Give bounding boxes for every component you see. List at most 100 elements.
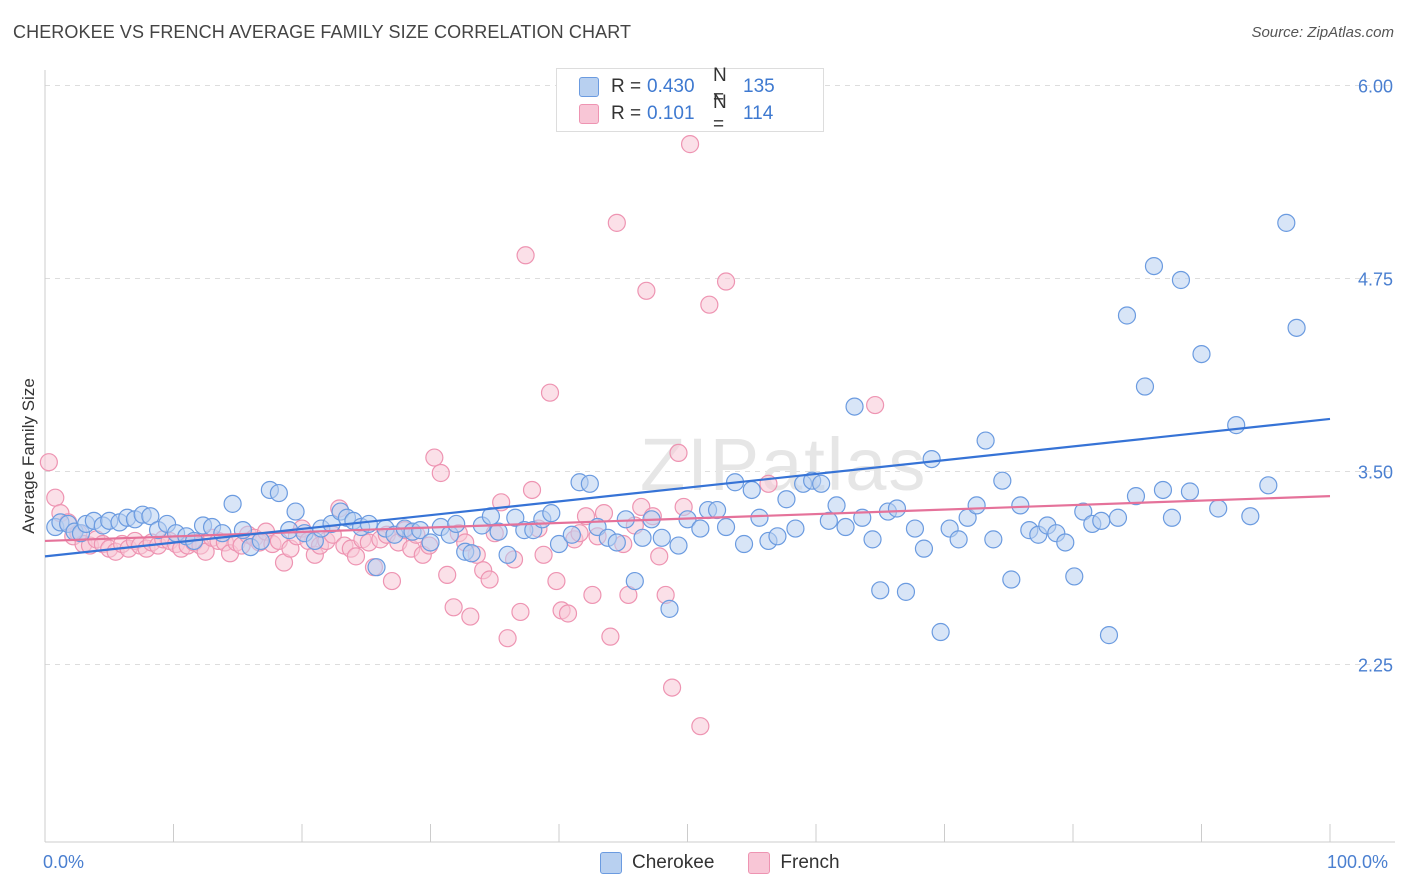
x-tick-label-max: 100.0%: [1327, 852, 1389, 872]
cherokee-point: [1135, 377, 1155, 396]
french-r-value: 0.101: [647, 103, 695, 124]
cherokee-point: [1002, 570, 1021, 589]
cherokee-point: [1180, 482, 1200, 501]
y-tick-label: 6.00: [1358, 76, 1393, 96]
trend-lines: [44, 417, 1331, 558]
gridlines: [45, 84, 1395, 665]
cherokee-point: [542, 504, 561, 523]
french-swatch: [579, 104, 599, 124]
cherokee-point: [498, 545, 517, 564]
cherokee-point: [1209, 499, 1228, 518]
cherokee-point: [949, 530, 968, 549]
cherokee-point: [462, 544, 481, 563]
cherokee-point: [1241, 507, 1260, 526]
cherokee-point: [1277, 213, 1296, 232]
french-point: [480, 570, 499, 589]
cherokee-point: [269, 483, 288, 503]
french-point: [547, 571, 566, 591]
r-label: R =: [611, 76, 642, 97]
french-n-value: 114: [743, 103, 774, 124]
cherokee-point: [141, 507, 160, 526]
french-point: [534, 545, 553, 564]
french-point: [669, 443, 688, 463]
cherokee-n-value: 135: [743, 76, 775, 97]
cherokee-point: [1227, 416, 1246, 435]
french-legend-swatch: [748, 852, 771, 874]
cherokee-point: [716, 517, 736, 537]
cherokee-point: [447, 514, 466, 534]
cherokee-point: [707, 500, 727, 520]
cherokee-point: [922, 449, 941, 469]
french-point: [576, 507, 596, 526]
french-point: [691, 717, 710, 736]
french-point: [346, 547, 366, 566]
cherokee-point: [359, 514, 378, 534]
french-point: [866, 395, 885, 415]
legend-item-french[interactable]: French: [748, 852, 840, 874]
cherokee-point: [1153, 480, 1173, 500]
cherokee-point: [786, 519, 805, 538]
legend-row-cherokee: R = 0.430 N = 135: [579, 65, 775, 108]
y-tick-label: 4.75: [1358, 269, 1393, 289]
legend-row-french: R = 0.101 N = 114: [579, 92, 774, 135]
chart-title: CHEROKEE VS FRENCH AVERAGE FAMILY SIZE C…: [13, 22, 632, 42]
cherokee-point: [768, 527, 787, 546]
french-point: [382, 571, 402, 591]
cherokee-point: [931, 622, 950, 642]
cherokee-points: [46, 213, 1306, 645]
cherokee-point: [1259, 476, 1278, 495]
french-point: [522, 480, 542, 500]
cherokee-point: [660, 599, 679, 618]
cherokee-point: [411, 521, 430, 540]
french-point: [583, 585, 602, 605]
french-point: [650, 547, 669, 566]
cherokee-point: [845, 397, 864, 416]
cherokee-point: [669, 536, 688, 555]
cherokee-point: [1056, 533, 1075, 552]
french-point: [516, 246, 535, 265]
cherokee-point: [1192, 344, 1211, 364]
legend-item-cherokee[interactable]: Cherokee: [600, 852, 714, 874]
y-tick-label: 3.50: [1358, 462, 1393, 482]
cherokee-point: [580, 474, 599, 493]
source-label: Source: ZipAtlas.com: [1251, 24, 1394, 41]
cherokee-point: [652, 528, 671, 547]
cherokee-point: [836, 517, 855, 537]
cherokee-point: [1287, 318, 1306, 337]
french-point: [700, 295, 719, 314]
cherokee-point: [506, 508, 525, 527]
cherokee-point: [1117, 306, 1137, 325]
x-tick-label-min: 0.0%: [43, 852, 85, 872]
r-label: R =: [611, 103, 642, 124]
cherokee-point: [616, 510, 635, 529]
cherokee-point: [905, 519, 925, 538]
cherokee-point: [1162, 508, 1182, 527]
cherokee-point: [213, 524, 232, 543]
cherokee-point: [489, 522, 508, 541]
cherokee-trend-line: [44, 417, 1331, 558]
cherokee-point: [742, 480, 761, 500]
cherokee-point: [863, 530, 882, 549]
tick-labels: 2.25 3.50 4.75 6.00: [1358, 76, 1393, 675]
french-point: [431, 463, 450, 483]
cherokee-point: [1092, 511, 1111, 530]
cherokee-point: [819, 511, 838, 530]
cherokee-legend-label: Cherokee: [632, 852, 715, 873]
cherokee-point: [1074, 502, 1093, 521]
cherokee-point: [562, 525, 581, 544]
cherokee-point: [887, 499, 907, 518]
cherokee-point: [1011, 496, 1030, 515]
french-point: [716, 272, 736, 291]
french-point: [511, 602, 530, 622]
cherokee-point: [1144, 256, 1164, 276]
french-point: [498, 629, 517, 648]
cherokee-point: [976, 431, 995, 450]
cherokee-legend-swatch: [600, 852, 622, 874]
cherokee-point: [896, 582, 916, 601]
cherokee-r-value: 0.430: [647, 76, 695, 97]
french-point: [680, 135, 700, 154]
french-point: [461, 607, 480, 626]
cherokee-point: [750, 508, 769, 527]
cherokee-point: [286, 502, 305, 521]
